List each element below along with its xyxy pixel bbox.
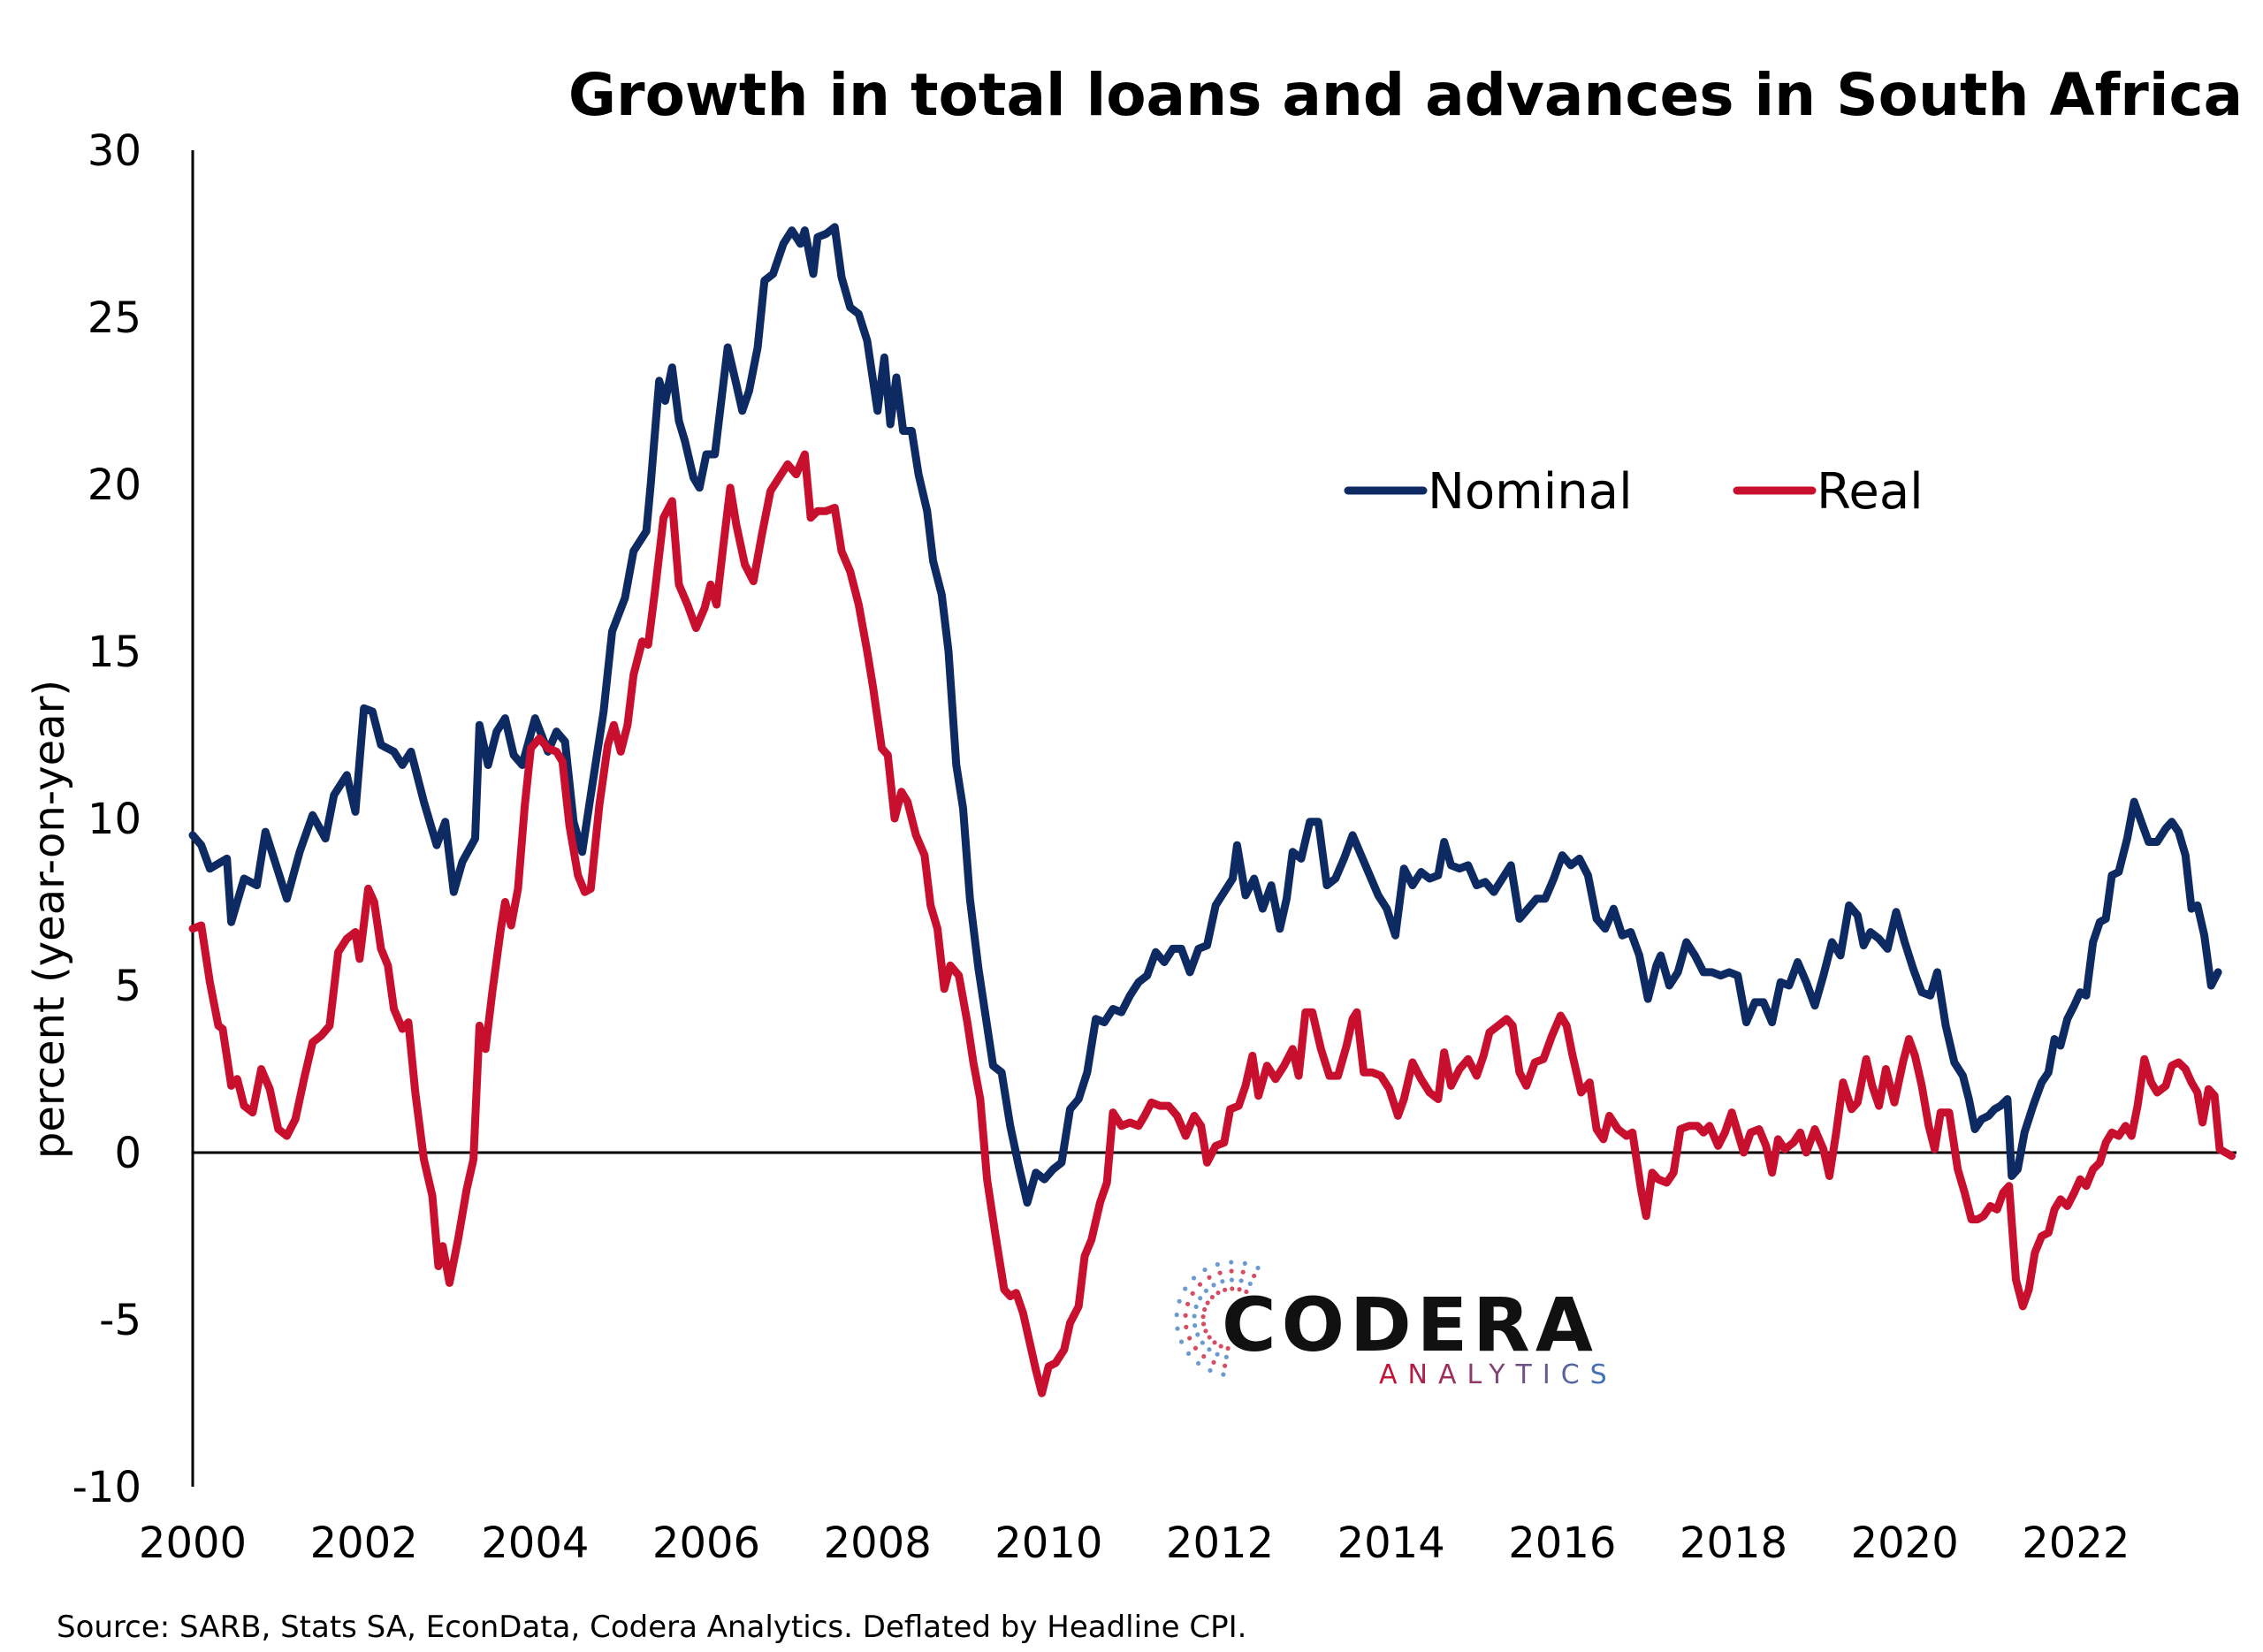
logo-wordmark: CODERA xyxy=(1222,1282,1598,1368)
y-tick-label: 20 xyxy=(88,461,141,510)
logo-dot xyxy=(1218,1344,1223,1349)
logo-dot xyxy=(1202,1306,1208,1313)
y-tick-label: 10 xyxy=(88,795,141,844)
logo-dot xyxy=(1203,1288,1209,1293)
logo-dot xyxy=(1197,1282,1203,1287)
logo-dot xyxy=(1221,1372,1226,1377)
logo-dot xyxy=(1198,1296,1203,1301)
logo-dot xyxy=(1178,1339,1185,1344)
logo-dot xyxy=(1237,1287,1242,1292)
logo-dot xyxy=(1217,1270,1223,1275)
logo-dot xyxy=(1202,1267,1208,1273)
logo-dot xyxy=(1183,1313,1188,1318)
series-line-real xyxy=(188,450,2236,1397)
logo-dot xyxy=(1207,1335,1212,1340)
logo-dot xyxy=(1244,1289,1249,1295)
logo-dot xyxy=(1209,1294,1215,1300)
x-tick-label: 2020 xyxy=(1851,1519,1959,1568)
x-tick-label: 2022 xyxy=(2022,1519,2130,1568)
logo-dot xyxy=(1200,1321,1207,1327)
logo-dot xyxy=(1229,1277,1235,1283)
codera-logo: CODERA ANALYTICS xyxy=(1174,1260,1618,1390)
logo-dot xyxy=(1201,1353,1207,1359)
logo-dot xyxy=(1238,1278,1244,1283)
logo-dot xyxy=(1211,1283,1216,1288)
logo-dot xyxy=(1195,1360,1201,1367)
legend-label-nominal: Nominal xyxy=(1428,463,1633,521)
x-tick-label: 2006 xyxy=(652,1519,760,1568)
y-tick-label: 0 xyxy=(114,1129,141,1178)
logo-dot xyxy=(1215,1351,1220,1357)
logo-dot xyxy=(1252,1273,1257,1279)
y-tick-label: 15 xyxy=(88,628,141,677)
y-axis-label: percent (year-on-year) xyxy=(25,680,74,1159)
logo-dot xyxy=(1247,1281,1253,1287)
logo-dot xyxy=(1191,1275,1197,1281)
codera-logo-mark-icon xyxy=(1174,1260,1261,1377)
logo-dot xyxy=(1207,1275,1212,1280)
y-tick-label: 25 xyxy=(88,293,141,343)
y-tick-label: 30 xyxy=(88,126,141,176)
y-tick-label: -10 xyxy=(72,1463,141,1512)
logo-dot xyxy=(1190,1290,1195,1296)
logo-dot xyxy=(1184,1324,1189,1329)
x-tick-label: 2002 xyxy=(310,1519,418,1568)
logo-dot xyxy=(1192,1323,1198,1328)
logo-subtitle: ANALYTICS xyxy=(1379,1359,1618,1390)
x-tick-label: 2000 xyxy=(139,1519,247,1568)
logo-dot xyxy=(1177,1298,1182,1304)
logo-dot xyxy=(1215,1290,1221,1296)
x-tick-label: 2018 xyxy=(1680,1519,1787,1568)
logo-dot xyxy=(1225,1345,1231,1351)
logo-dot xyxy=(1230,1286,1235,1291)
logo-dot xyxy=(1205,1300,1210,1306)
logo-dot xyxy=(1200,1314,1206,1320)
logo-dot xyxy=(1193,1304,1199,1310)
source-note: Source: SARB, Stats SA, EconData, Codera… xyxy=(57,1610,1246,1645)
y-tick-label: 5 xyxy=(114,962,141,1011)
logo-dot xyxy=(1185,1301,1191,1306)
logo-dot xyxy=(1212,1340,1217,1345)
logo-dot xyxy=(1185,1351,1192,1357)
chart-title: Growth in total loans and advances in So… xyxy=(568,61,2243,129)
logo-dot xyxy=(1220,1279,1225,1284)
logo-dot xyxy=(1200,1340,1205,1345)
x-tick-label: 2008 xyxy=(824,1519,932,1568)
x-tick-label: 2004 xyxy=(481,1519,589,1568)
logo-dot xyxy=(1229,1260,1234,1265)
x-tick-label: 2010 xyxy=(994,1519,1102,1568)
svg-text:percent (year-on-year): percent (year-on-year) xyxy=(25,680,74,1159)
logo-dot xyxy=(1223,1287,1228,1292)
series-line-nominal xyxy=(188,223,2222,1207)
logo-dot xyxy=(1192,1345,1199,1351)
logo-dot xyxy=(1207,1347,1212,1352)
logo-dot xyxy=(1240,1269,1246,1275)
logo-dot xyxy=(1192,1313,1197,1319)
logo-dot xyxy=(1229,1268,1234,1274)
logo-dot xyxy=(1208,1367,1213,1374)
logo-dot xyxy=(1255,1265,1261,1271)
tick-labels: 30 25 20 15 10 5 0 -5 -10 2000 2002 2004 2006 2008 201… xyxy=(72,126,2130,1568)
logo-dot xyxy=(1223,1354,1229,1359)
logo-dot xyxy=(1223,1363,1228,1368)
logo-dot xyxy=(1174,1312,1179,1318)
logo-dot xyxy=(1195,1332,1200,1337)
logo-dot xyxy=(1203,1328,1208,1334)
legend-label-real: Real xyxy=(1817,463,1924,521)
x-tick-label: 2016 xyxy=(1508,1519,1616,1568)
logo-dot xyxy=(1211,1359,1216,1365)
series-lines xyxy=(188,223,2236,1397)
legend: Nominal Real xyxy=(1344,463,1924,521)
x-tick-label: 2012 xyxy=(1166,1519,1274,1568)
x-tick-label: 2014 xyxy=(1337,1519,1445,1568)
logo-dot xyxy=(1183,1286,1188,1291)
logo-dot xyxy=(1242,1260,1247,1266)
logo-dot xyxy=(1187,1336,1192,1341)
logo-dot xyxy=(1175,1326,1180,1331)
logo-dot xyxy=(1215,1261,1220,1268)
y-tick-label: -5 xyxy=(99,1296,141,1345)
